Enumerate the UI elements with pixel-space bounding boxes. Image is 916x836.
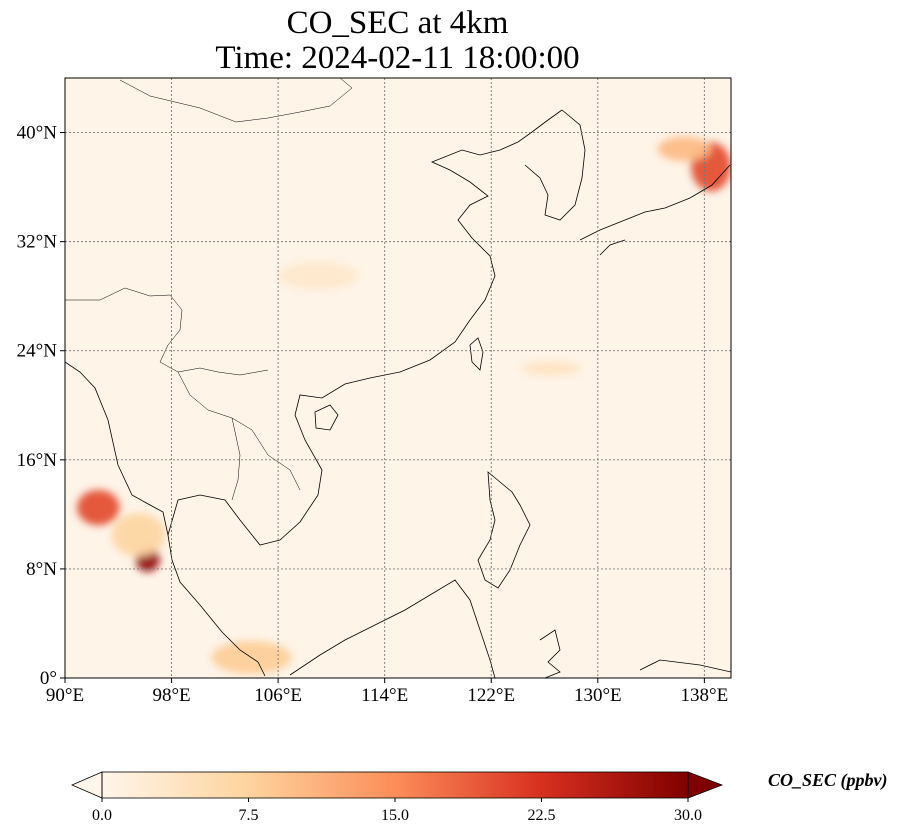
y-tick-label: 8°N bbox=[26, 559, 57, 580]
y-tick-label: 16°N bbox=[17, 450, 58, 471]
colorbar-gradient bbox=[102, 772, 688, 798]
coastline-taiwan bbox=[469, 337, 484, 371]
coastline-new-guinea bbox=[639, 659, 731, 673]
plume-0 bbox=[76, 489, 120, 526]
y-tick-label: 0° bbox=[40, 668, 57, 689]
border-indochina bbox=[177, 371, 301, 501]
y-axis-ticks: 0° 8°N 16°N 24°N 32°N 40°N bbox=[17, 123, 65, 689]
border-land-north bbox=[65, 78, 353, 376]
x-tick-label: 130°E bbox=[574, 685, 622, 706]
y-tick-label: 24°N bbox=[17, 341, 58, 362]
x-tick-label: 114°E bbox=[361, 685, 408, 706]
colorbar-title: CO_SEC (ppbv) bbox=[768, 770, 888, 790]
coastline-korea bbox=[524, 109, 586, 221]
y-tick-label: 32°N bbox=[17, 232, 58, 253]
plume-6 bbox=[521, 361, 581, 376]
colorbar-tick-label: 0.0 bbox=[92, 807, 112, 824]
colorbar-tick-label: 22.5 bbox=[528, 807, 556, 824]
colorbar-tick-label: 30.0 bbox=[674, 807, 702, 824]
map-title: CO_SEC at 4km bbox=[286, 5, 509, 41]
x-tick-label: 122°E bbox=[467, 685, 515, 706]
y-tick-label: 40°N bbox=[17, 123, 58, 144]
coastline-japan bbox=[579, 164, 731, 256]
colorbar-max-extend bbox=[687, 771, 724, 799]
map-frame bbox=[64, 77, 732, 679]
coastline-gulf-thailand bbox=[167, 109, 563, 546]
coastline-sulawesi bbox=[539, 629, 561, 678]
coastline-philippines bbox=[477, 471, 531, 589]
map-subtitle-time: Time: 2024-02-11 18:00:00 bbox=[215, 40, 580, 76]
colorbar: 0.0 7.5 15.0 22.5 30.0 bbox=[70, 771, 724, 824]
x-axis-ticks: 90°E 98°E 106°E 114°E 122°E 130°E 138°E bbox=[46, 678, 728, 706]
coastline-hainan bbox=[314, 404, 339, 431]
coastline-borneo bbox=[289, 579, 496, 678]
x-tick-label: 138°E bbox=[681, 685, 729, 706]
coastlines bbox=[65, 78, 731, 678]
map-gridlines bbox=[65, 78, 731, 678]
x-tick-label: 98°E bbox=[152, 685, 190, 706]
x-tick-label: 106°E bbox=[254, 685, 302, 706]
plume-7 bbox=[278, 262, 359, 290]
colorbar-tick-label: 15.0 bbox=[381, 807, 409, 824]
colorbar-min-extend bbox=[70, 771, 103, 799]
map-background bbox=[65, 78, 731, 678]
plume-5 bbox=[657, 136, 712, 162]
colorbar-ticks: 0.0 7.5 15.0 22.5 30.0 bbox=[92, 798, 702, 824]
colorbar-tick-label: 7.5 bbox=[239, 807, 259, 824]
coastline-china-indochina bbox=[65, 361, 266, 677]
x-tick-label: 90°E bbox=[46, 685, 84, 706]
plume-2 bbox=[111, 513, 165, 557]
